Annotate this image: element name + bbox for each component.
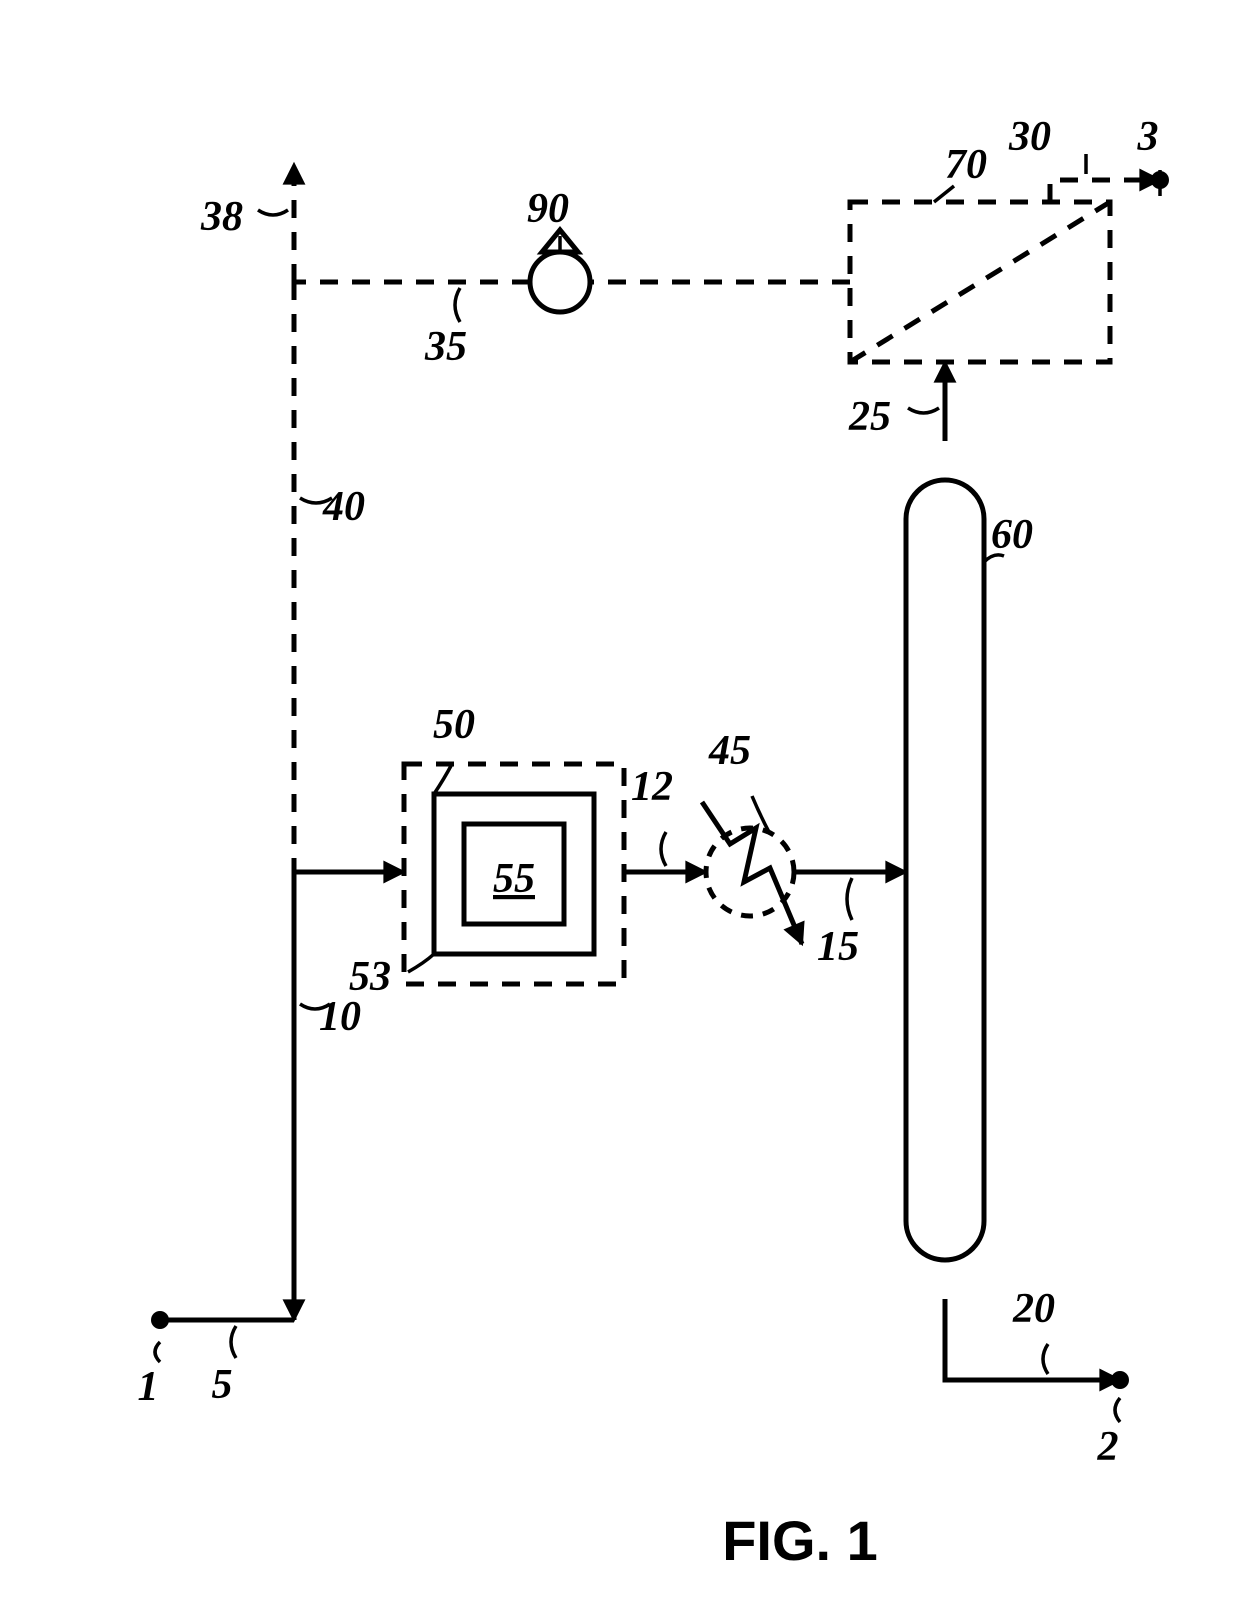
stream-label-1: 1 xyxy=(138,1364,159,1410)
terminal-1 xyxy=(151,1311,169,1329)
stream-label-40: 40 xyxy=(322,484,365,530)
stream-label-20: 20 xyxy=(1012,1286,1055,1332)
stream-label-15: 15 xyxy=(817,924,859,970)
node-label-70: 70 xyxy=(945,142,987,188)
compressor xyxy=(530,252,590,312)
node-label-60: 60 xyxy=(991,512,1033,558)
membrane-diagonal xyxy=(850,202,1110,362)
leader-line xyxy=(661,832,666,866)
stream-label-30: 30 xyxy=(1008,114,1051,160)
stream-label-2: 2 xyxy=(1097,1424,1119,1470)
node-label-45: 45 xyxy=(708,728,751,774)
figure-label: FIG. 1 xyxy=(722,1509,878,1572)
node-label-90: 90 xyxy=(527,186,569,232)
stream-label-3: 3 xyxy=(1137,114,1159,160)
stream-label-35: 35 xyxy=(424,324,467,370)
terminal-2 xyxy=(1111,1371,1129,1389)
leader-line xyxy=(231,1326,236,1358)
leader-line xyxy=(1115,1398,1120,1422)
leader-line xyxy=(908,408,939,413)
leader-line xyxy=(408,954,434,972)
stream-label-5: 5 xyxy=(212,1362,233,1408)
leader-line xyxy=(155,1342,160,1362)
leader-line xyxy=(847,878,852,920)
node-label-55: 55 xyxy=(493,856,535,902)
stream-30 xyxy=(1050,180,1160,202)
heat-exchanger xyxy=(706,828,794,916)
heat-exchanger-zigzag xyxy=(702,802,802,944)
separator-vessel xyxy=(906,480,984,1260)
node-label-53: 53 xyxy=(349,954,391,1000)
leader-line xyxy=(434,764,452,794)
leader-line xyxy=(258,210,288,215)
stream-label-25: 25 xyxy=(848,394,891,440)
stream-label-38: 38 xyxy=(200,194,243,240)
stream-label-12: 12 xyxy=(631,764,673,810)
node-label-50: 50 xyxy=(433,702,475,748)
leader-line xyxy=(1043,1344,1048,1374)
stream-label-10: 10 xyxy=(319,994,361,1040)
stream-10 xyxy=(294,872,404,1320)
leader-line xyxy=(455,288,460,322)
